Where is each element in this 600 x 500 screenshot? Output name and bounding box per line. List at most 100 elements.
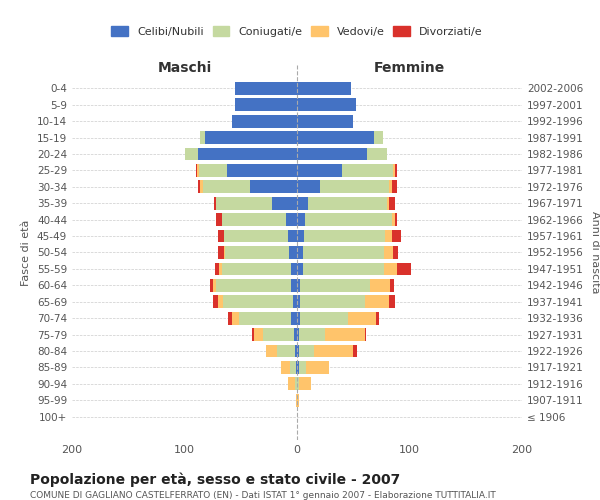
Bar (200, 132, 205, 144)
Bar (216, 214, 221, 226)
Bar (254, 328, 263, 341)
Bar (383, 246, 392, 259)
Text: COMUNE DI GAGLIANO CASTELFERRATO (EN) - Dati ISTAT 1° gennaio 2007 - Elaborazion: COMUNE DI GAGLIANO CASTELFERRATO (EN) - … (30, 491, 496, 500)
Bar (304, 230, 385, 242)
Bar (299, 344, 314, 358)
Bar (215, 262, 220, 276)
Bar (265, 344, 277, 358)
Bar (320, 180, 389, 194)
Bar (289, 246, 297, 259)
Bar (297, 98, 355, 111)
Bar (395, 214, 397, 226)
Bar (198, 148, 297, 160)
Text: Popolazione per età, sesso e stato civile - 2007: Popolazione per età, sesso e stato civil… (30, 472, 400, 487)
Bar (297, 180, 320, 194)
Bar (250, 180, 297, 194)
Bar (293, 328, 297, 341)
Bar (220, 262, 221, 276)
Bar (218, 230, 224, 242)
Bar (295, 344, 297, 358)
Bar (297, 115, 353, 128)
Bar (200, 180, 203, 194)
Bar (224, 246, 225, 259)
Bar (305, 214, 392, 226)
Bar (185, 148, 198, 160)
Bar (288, 230, 297, 242)
Bar (197, 164, 199, 177)
Bar (296, 394, 297, 406)
Bar (225, 246, 289, 259)
Bar (299, 328, 325, 341)
Bar (221, 262, 292, 276)
Bar (297, 312, 301, 324)
Bar (342, 164, 392, 177)
Y-axis label: Anni di nascita: Anni di nascita (590, 211, 600, 294)
Bar (392, 230, 401, 242)
Bar (297, 164, 342, 177)
Bar (224, 230, 288, 242)
Bar (365, 296, 389, 308)
Bar (205, 132, 297, 144)
Bar (297, 148, 367, 160)
Bar (297, 361, 299, 374)
Bar (383, 262, 397, 276)
Bar (223, 296, 293, 308)
Bar (370, 279, 391, 291)
Bar (297, 296, 301, 308)
Bar (297, 246, 302, 259)
Bar (367, 148, 387, 160)
Bar (216, 197, 272, 209)
Bar (212, 279, 216, 291)
Bar (392, 214, 395, 226)
Bar (297, 328, 299, 341)
Bar (301, 296, 365, 308)
Bar (211, 279, 212, 291)
Bar (221, 214, 286, 226)
Bar (235, 82, 297, 95)
Bar (227, 164, 297, 177)
Legend: Celibi/Nubili, Coniugati/e, Vedovi/e, Divorziati/e: Celibi/Nubili, Coniugati/e, Vedovi/e, Di… (107, 22, 487, 42)
Bar (235, 98, 297, 111)
Bar (281, 361, 290, 374)
Bar (277, 344, 295, 358)
Bar (297, 82, 351, 95)
Bar (387, 197, 389, 209)
Bar (353, 344, 356, 358)
Bar (288, 378, 295, 390)
Bar (272, 197, 297, 209)
Bar (297, 197, 308, 209)
Bar (302, 262, 383, 276)
Bar (232, 115, 297, 128)
Bar (290, 361, 296, 374)
Bar (199, 164, 227, 177)
Bar (292, 262, 297, 276)
Bar (347, 312, 376, 324)
Bar (301, 312, 347, 324)
Bar (392, 180, 397, 194)
Bar (297, 214, 305, 226)
Bar (392, 164, 395, 177)
Bar (292, 312, 297, 324)
Bar (297, 262, 302, 276)
Bar (232, 312, 239, 324)
Bar (293, 296, 297, 308)
Bar (385, 230, 392, 242)
Bar (314, 344, 353, 358)
Bar (301, 279, 370, 291)
Bar (203, 180, 250, 194)
Bar (306, 361, 329, 374)
Bar (299, 361, 306, 374)
Bar (373, 132, 383, 144)
Bar (212, 296, 218, 308)
Bar (392, 246, 398, 259)
Bar (391, 279, 394, 291)
Text: Maschi: Maschi (157, 62, 212, 76)
Bar (229, 312, 232, 324)
Bar (389, 180, 392, 194)
Bar (216, 279, 292, 291)
Bar (296, 361, 297, 374)
Bar (239, 312, 292, 324)
Bar (196, 164, 197, 177)
Bar (297, 279, 301, 291)
Bar (297, 230, 304, 242)
